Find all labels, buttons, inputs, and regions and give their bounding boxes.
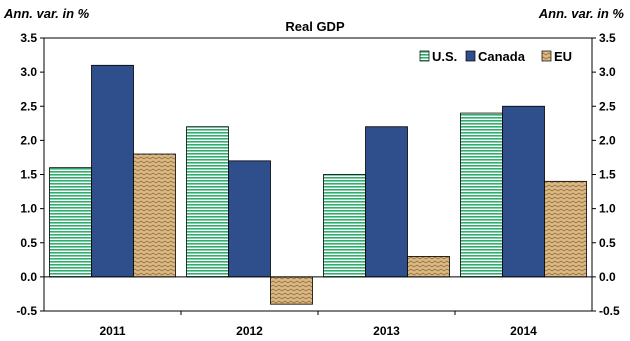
y-tick-label-right: 0.0 [599,270,616,284]
legend-swatch-us [419,50,430,62]
bar-eu-2013 [407,255,450,278]
y-tick-label-right: 0.5 [599,236,616,250]
x-tick-label-2013: 2013 [373,324,400,338]
y-tick-label-right: 1.5 [599,168,616,182]
y-tick-label-left: -0.5 [16,304,37,318]
bar-canada-2011 [91,64,134,278]
y-tick-label-left: 2.0 [20,133,37,147]
x-tick-label-2014: 2014 [510,324,537,338]
bar-us-2011 [49,167,92,278]
x-tick-label-2012: 2012 [236,324,263,338]
bar-canada-2012 [228,160,271,278]
bar-us-2012 [186,126,229,278]
bar-eu-2011 [133,153,176,278]
legend-swatch-canada [465,50,476,62]
y-tick-label-right: 3.5 [599,31,616,45]
right-axis-unit-label: Ann. var. in % [538,6,624,21]
y-tick-label-right: 2.0 [599,133,616,147]
left-axis-unit-label: Ann. var. in % [4,6,90,21]
bar-us-2014 [460,112,503,278]
legend-label-eu: EU [554,49,572,64]
bar-canada-2013 [365,126,408,278]
y-tick-label-left: 3.0 [20,65,37,79]
y-tick-label-right: 3.0 [599,65,616,79]
y-tick-label-left: 1.5 [20,168,37,182]
chart-title: Real GDP [285,19,345,34]
legend-label-us: U.S. [432,49,457,64]
bar-canada-2014 [502,105,545,278]
bar-eu-2014 [544,180,587,278]
bar-us-2013 [323,174,366,278]
x-tick-label-2011: 2011 [99,324,125,338]
y-tick-label-left: 3.5 [20,31,37,45]
bar-eu-2012 [270,276,313,305]
y-tick-label-left: 1.0 [20,202,37,216]
y-tick-label-left: 0.5 [20,236,37,250]
y-tick-label-right: 2.5 [599,99,616,113]
y-tick-label-right: -0.5 [599,304,620,318]
y-tick-label-left: 0.0 [20,270,37,284]
y-tick-label-left: 2.5 [20,99,37,113]
legend-label-canada: Canada [478,49,526,64]
legend-swatch-eu [541,50,552,62]
y-tick-label-right: 1.0 [599,202,616,216]
